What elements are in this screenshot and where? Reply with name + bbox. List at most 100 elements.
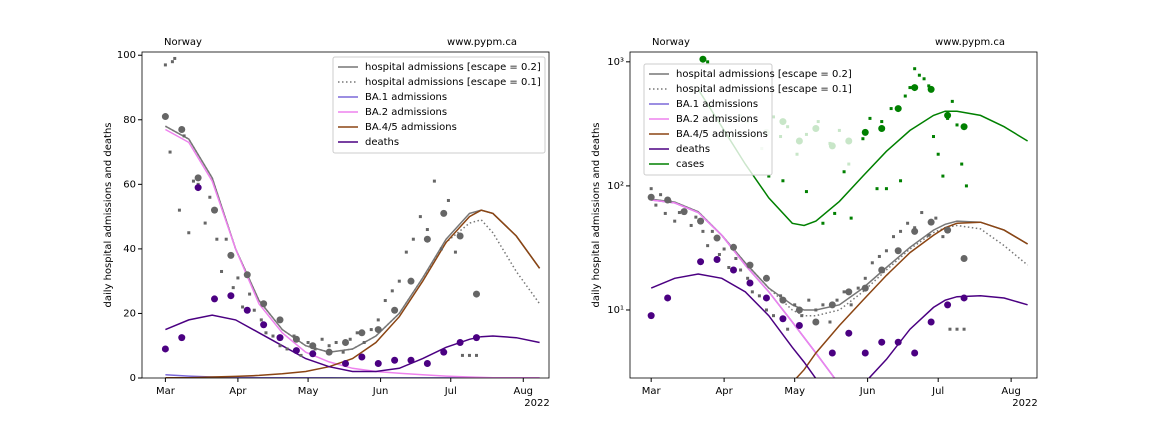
daily-point xyxy=(960,162,964,166)
series-line xyxy=(795,221,1028,378)
daily-point xyxy=(348,337,352,341)
daily-point xyxy=(884,249,888,253)
daily-point xyxy=(467,353,471,357)
daily-point xyxy=(868,116,872,120)
weekly-point xyxy=(911,227,919,235)
weekly-point xyxy=(325,348,333,356)
weekly-point xyxy=(472,334,480,342)
weekly-point xyxy=(407,356,415,364)
daily-point xyxy=(767,174,771,178)
daily-point xyxy=(950,99,954,103)
weekly-point xyxy=(456,232,464,240)
source-label: www.pypm.ca xyxy=(447,37,517,48)
daily-point xyxy=(734,256,738,260)
legend-label: BA.4/5 admissions xyxy=(676,129,768,140)
weekly-point xyxy=(795,306,803,314)
y-axis-label: daily hospital admissions and deaths xyxy=(103,122,114,307)
series-line xyxy=(651,198,1029,317)
daily-point xyxy=(828,141,832,145)
weekly-point xyxy=(713,234,721,242)
daily-point xyxy=(807,298,811,302)
daily-point xyxy=(899,229,903,233)
weekly-point xyxy=(664,294,672,302)
daily-point xyxy=(271,334,275,338)
daily-point xyxy=(706,244,710,248)
weekly-point xyxy=(697,258,705,266)
weekly-point xyxy=(845,288,853,296)
series-line xyxy=(697,88,1028,227)
daily-point xyxy=(446,198,450,202)
weekly-point xyxy=(161,113,169,121)
daily-point xyxy=(899,179,903,183)
weekly-point xyxy=(730,266,738,274)
weekly-point xyxy=(878,125,886,133)
daily-point xyxy=(306,340,310,344)
daily-point xyxy=(863,276,867,280)
x-tick-label: Apr xyxy=(229,386,247,397)
x-tick-label: Jun xyxy=(859,386,876,397)
weekly-point xyxy=(243,271,251,279)
weekly-point xyxy=(927,318,935,326)
daily-point xyxy=(906,221,910,225)
series-line xyxy=(165,125,541,353)
x-tick-label: May xyxy=(784,386,805,397)
x-tick-label: May xyxy=(298,386,319,397)
daily-point xyxy=(927,233,931,237)
weekly-point xyxy=(960,254,968,262)
series-line xyxy=(165,125,541,353)
x-tick-label: Aug xyxy=(514,386,534,397)
series-line xyxy=(165,128,540,378)
weekly-point xyxy=(358,353,366,361)
series-line xyxy=(165,314,540,373)
daily-point xyxy=(694,215,698,219)
x-year-label: 2022 xyxy=(1012,398,1037,409)
daily-point xyxy=(889,107,893,111)
legend-label: BA.1 admissions xyxy=(365,92,447,103)
subplot: Mar Apr May Jun Jul Aug 10¹ 10² 10³ 2022 Norway www… xyxy=(591,37,1038,409)
weekly-point xyxy=(647,193,655,201)
x-tick-label: Jul xyxy=(444,386,457,397)
daily-point xyxy=(835,298,839,302)
daily-point xyxy=(252,308,256,312)
daily-point xyxy=(673,219,677,223)
daily-point xyxy=(432,179,436,183)
weekly-point xyxy=(260,300,268,308)
y-tick-label: 60 xyxy=(123,179,136,190)
weekly-point xyxy=(292,335,300,343)
series-line xyxy=(651,199,836,378)
daily-point xyxy=(795,152,799,156)
daily-point xyxy=(163,63,167,67)
weekly-point xyxy=(680,208,688,216)
weekly-point xyxy=(894,247,902,255)
weekly-point xyxy=(697,217,705,225)
daily-point xyxy=(439,247,443,251)
weekly-point xyxy=(845,329,853,337)
daily-point xyxy=(849,216,853,220)
weekly-point xyxy=(762,294,770,302)
daily-point xyxy=(816,120,820,124)
daily-point xyxy=(941,174,945,178)
weekly-point xyxy=(309,350,317,358)
daily-point xyxy=(411,237,415,241)
daily-point xyxy=(837,128,841,132)
daily-point xyxy=(259,318,263,322)
daily-point xyxy=(772,314,776,318)
place-label: Norway xyxy=(164,37,202,48)
weekly-point xyxy=(440,348,448,356)
daily-point xyxy=(341,350,345,354)
weekly-point xyxy=(861,284,869,292)
daily-point xyxy=(786,125,790,129)
daily-point xyxy=(764,308,768,312)
daily-point xyxy=(908,86,912,90)
daily-point xyxy=(757,294,761,298)
weekly-point xyxy=(342,359,349,367)
weekly-point xyxy=(828,301,836,309)
daily-point xyxy=(355,331,359,335)
daily-point xyxy=(955,123,959,127)
weekly-point xyxy=(391,356,399,364)
daily-point xyxy=(710,229,714,233)
weekly-point xyxy=(944,111,952,119)
weekly-point xyxy=(878,266,886,274)
weekly-point xyxy=(960,294,968,302)
